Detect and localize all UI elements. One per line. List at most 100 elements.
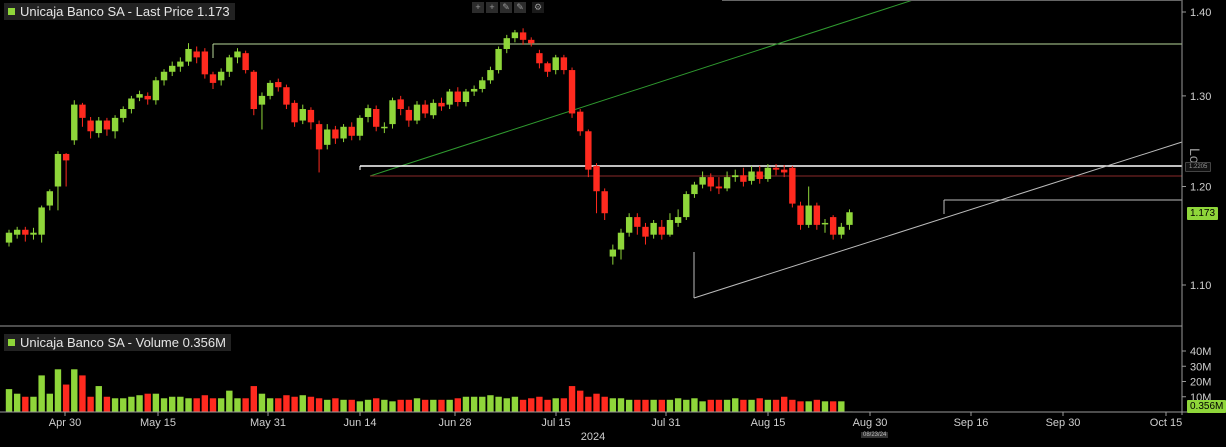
candle-body (658, 226, 665, 235)
candle-body (71, 104, 78, 141)
candle-body (625, 217, 633, 233)
volume-bar (691, 398, 698, 412)
volume-bar (413, 398, 421, 412)
candle-body (201, 51, 209, 75)
candle-body (242, 53, 249, 71)
candle-body (307, 109, 315, 123)
volume-bar (470, 396, 478, 412)
x-tick-label: Apr 30 (49, 417, 81, 429)
volume-bar (185, 398, 192, 412)
candle-body (160, 71, 168, 81)
zoom-in-icon[interactable]: + (472, 2, 484, 13)
add-icon[interactable]: + (486, 2, 498, 13)
candle-body (136, 94, 143, 98)
volume-bar (120, 398, 127, 412)
volume-bar (315, 398, 323, 412)
volume-bar (201, 395, 209, 412)
volume-bar (707, 399, 714, 412)
volume-bar (462, 396, 470, 412)
candle-body (340, 126, 347, 139)
x-tick-label: Sep 30 (1046, 417, 1081, 429)
candle-body (593, 165, 600, 192)
candle-body (756, 171, 763, 179)
candle-body (503, 38, 510, 49)
volume-bar (511, 396, 519, 412)
volume-bar (732, 398, 739, 412)
candle-body (397, 99, 404, 110)
volume-bar (299, 395, 306, 412)
volume-bar (421, 399, 429, 412)
candle-body (748, 171, 755, 181)
candle-body (332, 129, 339, 139)
candle-body (315, 124, 323, 150)
candle-body (462, 91, 470, 103)
candle-body (54, 153, 62, 187)
volume-bar (324, 399, 331, 412)
volume-bar (30, 396, 37, 412)
candle-body (723, 177, 731, 189)
candle-body (266, 82, 274, 96)
volume-bar (609, 398, 617, 412)
volume-bar (46, 393, 53, 412)
last-price-badge: 1.173 (1187, 207, 1219, 220)
level-line-label: 1.2205 (1185, 162, 1212, 172)
candle-body (348, 126, 355, 136)
candle-body (715, 186, 723, 189)
candle-body (511, 32, 519, 39)
volume-bar (446, 399, 453, 412)
edit-icon[interactable]: ✎ (514, 2, 526, 13)
volume-bar (528, 398, 535, 412)
price-tick-label: 1.20 (1190, 182, 1211, 194)
volume-bar (797, 401, 804, 412)
volume-bar (356, 401, 364, 412)
candle-body (609, 249, 617, 257)
candle-body (560, 57, 568, 71)
volume-bar (625, 399, 633, 412)
candle-body (838, 226, 845, 235)
volume-bar (258, 393, 266, 412)
volume-bar (381, 399, 388, 412)
candle-body (291, 102, 298, 123)
candle-body (193, 51, 200, 58)
volume-bar (821, 401, 829, 412)
candle-body (250, 71, 257, 110)
candle-body (405, 109, 413, 121)
volume-bar (772, 399, 780, 412)
volume-bar (723, 399, 731, 412)
candle-body (169, 65, 176, 72)
x-tick-label: May 31 (250, 417, 286, 429)
gear-icon[interactable]: ⚙ (532, 2, 544, 13)
volume-bar (781, 396, 788, 412)
candle-body (666, 220, 674, 235)
last-volume-badge: 0.356M (1187, 400, 1226, 413)
volume-bar (332, 398, 339, 412)
candle-body (740, 175, 747, 182)
volume-bar (54, 369, 62, 412)
volume-bar (813, 399, 821, 412)
year-label: 2024 (581, 431, 605, 443)
candle-body (454, 91, 461, 103)
volume-bar (152, 393, 160, 412)
volume-bars (5, 369, 853, 413)
draw-icon[interactable]: ✎ (500, 2, 512, 13)
volume-bar (128, 396, 135, 412)
candle-body (699, 177, 706, 185)
volume-bar (715, 399, 723, 412)
candle-body (650, 222, 657, 235)
volume-tick-label: 40M (1190, 346, 1211, 358)
volume-bar (283, 395, 290, 412)
volume-bar (438, 399, 445, 412)
candle-body (732, 175, 739, 178)
volume-bar (740, 399, 747, 412)
candle-body (103, 120, 111, 130)
candle-body (821, 222, 829, 225)
volume-bar (79, 375, 86, 412)
price-title: Unicaja Banco SA - Last Price 1.173 (20, 4, 230, 19)
candle-body (552, 57, 559, 71)
x-tick-label: Aug 30 (853, 417, 888, 429)
date-marker: 08/23/24 (861, 432, 889, 438)
volume-bar (683, 399, 690, 412)
candle-body (217, 71, 225, 81)
candle-body (30, 232, 37, 235)
